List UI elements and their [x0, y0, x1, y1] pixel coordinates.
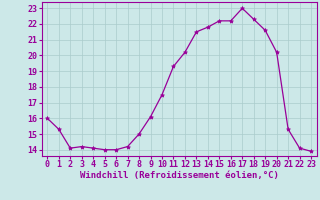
X-axis label: Windchill (Refroidissement éolien,°C): Windchill (Refroidissement éolien,°C) — [80, 171, 279, 180]
